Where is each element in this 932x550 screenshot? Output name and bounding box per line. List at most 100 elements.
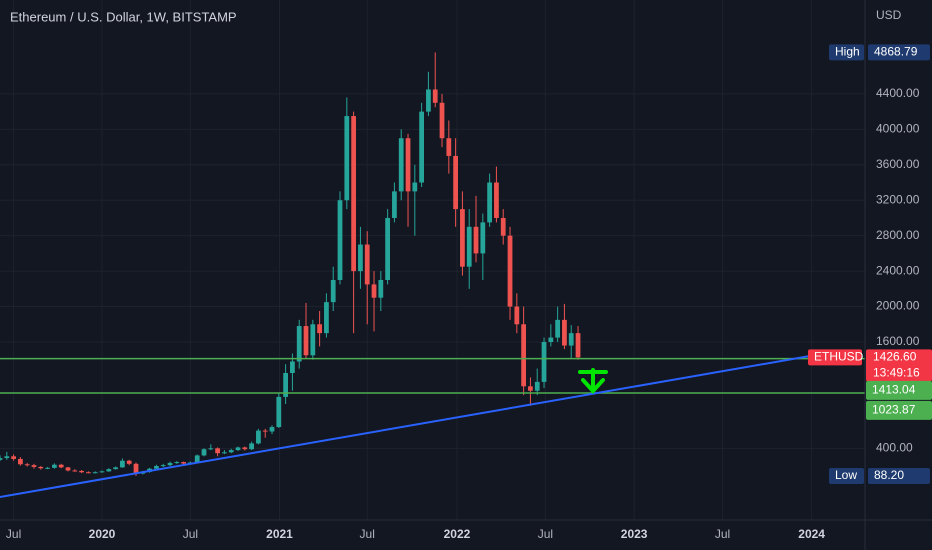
- candle-body: [262, 430, 268, 432]
- candle-body: [290, 361, 295, 374]
- x-tick-label: 2022: [444, 527, 471, 541]
- candle-body: [473, 226, 479, 254]
- candle-body: [575, 333, 581, 358]
- candle-body: [494, 182, 499, 218]
- x-tick-label: Jul: [538, 527, 553, 541]
- y-tick-label: 3200.00: [876, 192, 920, 206]
- down-arrow: [578, 368, 608, 394]
- candle-body: [194, 455, 200, 463]
- candle-body: [4, 456, 10, 459]
- candle-body: [466, 226, 472, 267]
- y-tick-label: 2800.00: [876, 228, 920, 242]
- low-value: 88.20: [874, 468, 904, 482]
- x-tick-label: Jul: [715, 527, 730, 541]
- currency-label: USD: [876, 8, 902, 22]
- candle-body: [405, 138, 411, 192]
- candle-body: [38, 466, 44, 469]
- candle-body: [222, 452, 227, 454]
- candle-body: [58, 464, 64, 468]
- candle-body: [555, 319, 561, 338]
- candle-body: [31, 465, 37, 467]
- candle-body: [507, 235, 513, 307]
- axes: 4400.00 4000.00 3600.00 3200.00 2800.00 2400.…: [6, 44, 932, 541]
- high-value-bg: [868, 44, 930, 61]
- candle-body: [276, 396, 282, 428]
- hline-label-bg: [866, 380, 932, 400]
- candle-body: [303, 326, 309, 356]
- candle-body: [310, 324, 316, 356]
- countdown: 13:49:16: [873, 366, 920, 380]
- x-tick-label: Jul: [183, 527, 198, 541]
- candle-body: [364, 244, 370, 285]
- candle-body: [167, 462, 173, 466]
- x-tick-label: 2020: [89, 527, 116, 541]
- candle-body: [330, 279, 336, 303]
- candle-body: [548, 337, 554, 343]
- y-tick-label: 1600.00: [876, 334, 920, 348]
- candle-body: [296, 326, 302, 362]
- candle-body: [528, 386, 533, 391]
- candle-body: [235, 447, 241, 451]
- candle-body: [256, 430, 261, 444]
- candle-body: [412, 182, 418, 192]
- candle-body: [52, 464, 57, 468]
- candle-body: [228, 450, 234, 453]
- candle-body: [392, 191, 397, 218]
- candle-body: [133, 463, 139, 474]
- candle-body: [92, 472, 98, 474]
- last-price: 1426.60: [873, 350, 917, 364]
- candle-body: [541, 342, 547, 382]
- candle-body: [317, 324, 322, 334]
- candle-body: [378, 279, 384, 298]
- x-tick-label: Jul: [360, 527, 375, 541]
- candle-body: [24, 464, 30, 466]
- candle-body: [0, 458, 3, 460]
- plot: [0, 52, 865, 498]
- candle-body: [45, 467, 50, 469]
- last-price-bg: [866, 349, 932, 382]
- low-value-bg: [868, 467, 930, 484]
- candle-body: [215, 448, 220, 454]
- low-name: Low: [835, 468, 857, 482]
- candle-body: [480, 222, 486, 254]
- candle-body: [201, 449, 207, 456]
- candle-body: [426, 89, 431, 112]
- candle-body: [283, 373, 288, 397]
- candle-body: [324, 302, 329, 334]
- candle-body: [106, 469, 112, 472]
- candle-body: [344, 116, 350, 201]
- candle-body: [439, 102, 445, 139]
- candle-body: [126, 460, 132, 464]
- candle-body: [269, 427, 275, 432]
- high-name: High: [835, 45, 860, 59]
- y-tick-label: 4000.00: [876, 122, 920, 136]
- symbol-tag-bg: [808, 349, 862, 366]
- candle-body: [86, 472, 91, 474]
- chart-title: Ethereum / U.S. Dollar, 1W, BITSTAMP: [10, 9, 237, 24]
- candle-body: [249, 443, 254, 450]
- y-tick-label: 3600.00: [876, 157, 920, 171]
- candle-body: [500, 217, 506, 236]
- high-value: 4868.79: [874, 45, 918, 59]
- x-tick-label: Jul: [6, 527, 21, 541]
- trend-line: [0, 355, 811, 498]
- candle-body: [534, 381, 540, 391]
- candle-body: [337, 200, 343, 280]
- hline-label: 1413.04: [872, 383, 916, 397]
- y-tick-label: 4400.00: [876, 86, 920, 100]
- candle-body: [514, 306, 520, 325]
- low-name-bg: [829, 467, 864, 484]
- candle-body: [154, 466, 159, 469]
- candle-body: [358, 244, 363, 272]
- candle-body: [568, 333, 574, 346]
- candle-body: [242, 447, 248, 450]
- candle-body: [562, 319, 567, 346]
- hline-label-bg: [866, 400, 932, 420]
- candle-body: [446, 138, 452, 156]
- y-tick-label: 2000.00: [876, 299, 920, 313]
- candle-body: [521, 324, 527, 387]
- candle-body: [79, 470, 84, 473]
- candle-body: [371, 284, 377, 298]
- x-tick-label: 2023: [621, 527, 648, 541]
